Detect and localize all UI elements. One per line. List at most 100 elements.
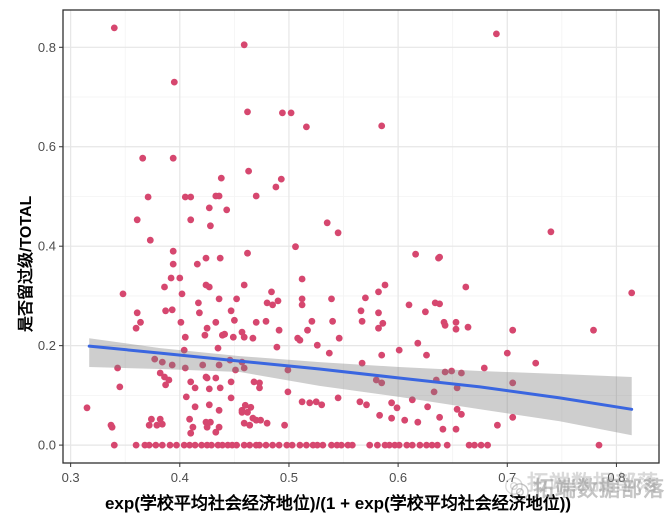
scatter-point bbox=[156, 369, 164, 377]
scatter-point bbox=[207, 418, 214, 426]
scatter-point bbox=[256, 379, 263, 387]
scatter-point bbox=[196, 309, 203, 317]
scatter-point bbox=[246, 441, 254, 449]
scatter-point bbox=[181, 193, 189, 201]
y-axis-title: 是否留过级/TOTAL bbox=[18, 195, 35, 332]
scatter-point bbox=[414, 339, 422, 347]
scatter-point bbox=[362, 294, 369, 302]
scatter-point bbox=[304, 326, 311, 334]
scatter-point bbox=[287, 109, 295, 117]
scatter-point bbox=[217, 174, 225, 182]
scatter-point bbox=[312, 398, 320, 406]
scatter-point bbox=[494, 421, 501, 429]
scatter-point bbox=[203, 324, 211, 332]
scatter-point bbox=[187, 193, 195, 201]
scatter-point bbox=[240, 41, 248, 49]
scatter-point bbox=[232, 366, 239, 374]
scatter-point bbox=[275, 326, 283, 334]
scatter-point bbox=[110, 441, 118, 449]
scatter-point bbox=[375, 324, 382, 332]
scatter-point bbox=[436, 413, 443, 421]
scatter-point bbox=[590, 326, 597, 334]
scatter-point bbox=[257, 416, 264, 424]
scatter-point bbox=[201, 331, 209, 339]
scatter-point bbox=[532, 359, 540, 367]
scatter-point bbox=[375, 288, 382, 296]
x-tick-label: 0.8 bbox=[607, 470, 625, 485]
scatter-point bbox=[329, 317, 336, 325]
scatter-point bbox=[132, 324, 140, 332]
scatter-point bbox=[401, 416, 409, 424]
scatter-point bbox=[161, 283, 168, 291]
scatter-point bbox=[252, 318, 260, 326]
scatter-point bbox=[249, 414, 257, 422]
scatter-point bbox=[480, 364, 488, 372]
scatter-point bbox=[169, 154, 177, 162]
scatter-point bbox=[178, 290, 186, 298]
scatter-point bbox=[436, 300, 443, 308]
scatter-point bbox=[408, 441, 416, 449]
scatter-point bbox=[424, 403, 431, 411]
scatter-point bbox=[227, 394, 235, 402]
scatter-point bbox=[281, 421, 288, 429]
scatter-point bbox=[422, 308, 429, 316]
confidence-band bbox=[89, 338, 632, 436]
scatter-point bbox=[116, 383, 124, 391]
scatter-point bbox=[378, 122, 386, 130]
scatter-point bbox=[153, 421, 161, 429]
x-tick-label: 0.4 bbox=[171, 470, 189, 485]
scatter-point bbox=[250, 378, 258, 386]
scatter-point bbox=[145, 441, 153, 449]
scatter-point bbox=[170, 78, 178, 86]
scatter-point bbox=[436, 253, 443, 261]
scatter-point bbox=[223, 206, 231, 214]
x-tick-label: 0.5 bbox=[280, 470, 298, 485]
scatter-point bbox=[114, 364, 121, 372]
scatter-point bbox=[207, 222, 214, 230]
scatter-point bbox=[212, 374, 220, 382]
scatter-point bbox=[162, 381, 170, 389]
scatter-point bbox=[328, 441, 335, 449]
scatter-point bbox=[288, 441, 296, 449]
scatter-point bbox=[262, 441, 270, 449]
scatter-point bbox=[167, 274, 175, 282]
scatter-point bbox=[245, 167, 253, 175]
scatter-point bbox=[241, 401, 249, 409]
scatter-point bbox=[158, 441, 166, 449]
scatter-point bbox=[233, 441, 241, 449]
scatter-point bbox=[249, 334, 257, 342]
scatter-point bbox=[166, 441, 174, 449]
scatter-point bbox=[110, 24, 118, 32]
scatter-point bbox=[169, 247, 177, 255]
scatter-point bbox=[503, 349, 511, 357]
scatter-point bbox=[215, 406, 223, 414]
scatter-point bbox=[453, 384, 461, 392]
scatter-point bbox=[205, 204, 213, 212]
scatter-point bbox=[139, 154, 147, 162]
x-axis-title: exp(学校平均社会经济地位)/(1 + exp(学校平均社会经济地位)) bbox=[104, 494, 572, 513]
scatter-point bbox=[227, 307, 235, 315]
scatter-point bbox=[412, 250, 419, 258]
scatter-point bbox=[191, 403, 199, 411]
y-tick-label: 0.4 bbox=[38, 239, 56, 254]
scatter-point bbox=[319, 441, 327, 449]
scatter-point bbox=[240, 364, 248, 372]
scatter-point bbox=[152, 441, 160, 449]
scatter-point bbox=[318, 401, 326, 409]
scatter-point bbox=[151, 355, 159, 363]
scatter-point bbox=[292, 243, 299, 251]
scatter-point bbox=[173, 441, 180, 449]
scatter-point bbox=[458, 410, 465, 418]
scatter-point bbox=[628, 289, 636, 297]
scatter-point bbox=[252, 192, 260, 200]
scatter-point bbox=[198, 441, 206, 449]
scatter-point bbox=[263, 299, 271, 307]
scatter-point bbox=[199, 361, 207, 369]
scatter-point bbox=[298, 295, 306, 303]
y-tick-label: 0.6 bbox=[38, 139, 56, 154]
scatter-point bbox=[296, 336, 304, 344]
scatter-point bbox=[458, 369, 465, 377]
scatter-point bbox=[168, 306, 176, 314]
scatter-point bbox=[453, 405, 461, 413]
